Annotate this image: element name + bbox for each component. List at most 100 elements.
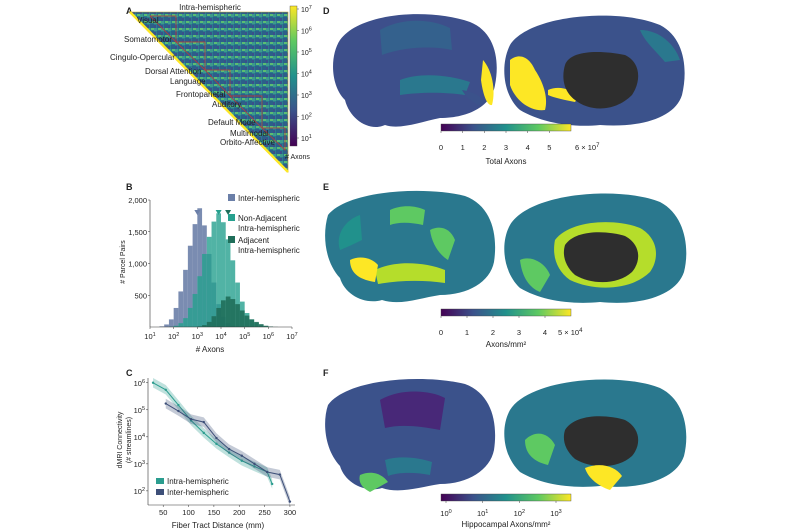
series-point — [227, 447, 231, 451]
network-label-auditory: Auditory — [212, 100, 241, 109]
panel-c-ylabel-1: dMRI Connectivity — [117, 411, 124, 468]
legend-swatch-nonadjacent — [228, 214, 235, 221]
matrix-diagonal — [129, 11, 289, 173]
panel-e-colorbar-label: Axons/mm² — [486, 340, 527, 349]
panel-d-colorbar: 0 1 2 3 4 5 6 × 107 Total Axons — [439, 123, 600, 166]
histogram-bar — [206, 321, 212, 327]
a-cbar-tick-label: 102 — [301, 113, 312, 122]
histogram-bar — [221, 222, 226, 327]
median-marker — [215, 210, 222, 215]
histogram-bar — [258, 324, 264, 327]
d-cbar-tick-label: 4 — [526, 143, 530, 152]
f-cbar-tick-label: 103 — [550, 509, 561, 518]
legend-label-nonadjacent-2: Intra-hemispheric — [238, 224, 300, 233]
histogram-bar — [263, 325, 269, 327]
y-tick-label: 2,000 — [128, 196, 147, 205]
histogram-bar — [173, 307, 179, 327]
panel-e-colorbar-ticks: 0 1 2 3 4 — [439, 316, 547, 337]
y-tick-label: 103 — [134, 460, 145, 469]
d-cbar-tick-label: 1 — [461, 143, 465, 152]
panel-c: C dMRI Connectivity (# streamlines) Fibe… — [117, 368, 296, 530]
network-label-language: Language — [170, 77, 206, 86]
panel-a: A Intra-hemispheric Visual Somatomotor C… — [110, 3, 312, 173]
connectivity-matrix — [129, 11, 289, 173]
d-cbar-tick-label: 2 — [482, 143, 486, 152]
histogram-bar — [216, 213, 221, 327]
a-cbar-tick-label: 105 — [301, 48, 312, 57]
network-label-default-mode: Default Mode — [208, 118, 256, 127]
x-tick-label: 104 — [215, 332, 226, 341]
histogram-bar — [173, 325, 179, 327]
legend-swatch-adjacent — [228, 236, 235, 243]
x-tick-label: 50 — [159, 508, 167, 517]
panel-b: B # Parcel Pairs # Axons 500 1,000 1,500 2,… — [120, 182, 300, 354]
series-point — [215, 442, 218, 446]
histogram-bar — [192, 224, 198, 327]
series-point — [240, 454, 243, 457]
panel-a-colorbar-ticks: 107 106 105 104 103 102 101 — [297, 5, 312, 143]
x-tick-label: 102 — [168, 332, 179, 341]
network-label-cingulo-opercular: Cingulo-Opercular — [110, 53, 175, 62]
histogram-bar — [164, 324, 169, 327]
histogram-bar — [239, 310, 245, 327]
d-cbar-tick-label: 0 — [439, 143, 443, 152]
network-label-orbito-affective: Orbito-Affective — [220, 138, 276, 147]
a-cbar-tick-label: 107 — [301, 5, 312, 14]
panel-a-colorbar: 107 106 105 104 103 102 101 # Axons — [285, 5, 312, 161]
series-point — [177, 403, 180, 407]
series-point — [164, 388, 167, 391]
panel-b-xlabel: # Axons — [196, 345, 224, 354]
panel-b-legend: Inter-hemispheric Non-Adjacent Intra-hem… — [228, 194, 300, 255]
y-tick-label: 1,500 — [128, 228, 147, 237]
a-cbar-tick-label: 101 — [301, 134, 312, 143]
x-tick-label: 105 — [239, 332, 250, 341]
a-cbar-tick-label: 103 — [301, 91, 312, 100]
x-tick-label: 250 — [258, 508, 271, 517]
legend-label-intra: Intra-hemispheric — [167, 477, 229, 486]
panel-c-line-chart: 50 100 150 200 250 300 102 103 104 105 106 — [134, 378, 297, 517]
y-tick-label: 106 — [134, 379, 145, 388]
legend-swatch-inter — [228, 194, 235, 201]
panel-e-letter: E — [323, 182, 329, 192]
series-band — [165, 398, 290, 507]
series-point — [265, 470, 269, 474]
legend-swatch-inter-c — [156, 489, 164, 495]
e-cbar-tick-label: 3 — [517, 328, 521, 337]
panel-b-histogram: 500 1,000 1,500 2,000 101 102 103 104 105 106 107 — [128, 196, 297, 341]
x-tick-label: 107 — [286, 332, 297, 341]
panel-c-legend: Intra-hemispheric Inter-hemispheric — [156, 477, 229, 497]
panel-d-colorbar-multiplier: 6 × 107 — [575, 143, 600, 152]
histogram-bar — [254, 321, 259, 327]
x-tick-label: 103 — [192, 332, 203, 341]
e-cbar-tick-label: 2 — [491, 328, 495, 337]
histogram-bar — [244, 315, 250, 327]
brain-e-medial — [504, 193, 687, 303]
network-label-visual: Visual — [137, 16, 159, 25]
series-point — [278, 473, 281, 476]
histogram-bar — [202, 325, 207, 327]
series-point — [240, 459, 243, 462]
series-point — [253, 465, 256, 468]
legend-label-nonadjacent: Non-Adjacent — [238, 214, 287, 223]
f-cbar-tick-label: 102 — [514, 509, 525, 518]
panel-f-letter: F — [323, 368, 329, 378]
e-cbar-tick-label: 1 — [465, 328, 469, 337]
panel-b-letter: B — [126, 182, 133, 192]
series-point — [288, 500, 292, 503]
panel-c-ylabel-2: (# streamlines) — [126, 417, 133, 463]
panel-f-colorbar-ticks: 100 101 102 103 — [440, 501, 562, 518]
panel-f-colorbar-label: Hippocampal Axons/mm² — [462, 520, 551, 529]
median-marker — [225, 210, 232, 215]
f-cbar-tick-label: 100 — [440, 509, 451, 518]
d-cbar-tick-label: 5 — [547, 143, 551, 152]
x-tick-label: 300 — [284, 508, 297, 517]
series-point — [227, 451, 231, 454]
panel-c-letter: C — [126, 368, 133, 378]
a-cbar-tick-label: 106 — [301, 27, 312, 36]
histogram-bar — [249, 319, 255, 327]
histogram-bar — [206, 236, 212, 327]
median-marker — [194, 210, 201, 215]
panel-b-ylabel: # Parcel Pairs — [120, 240, 127, 284]
y-tick-label: 104 — [134, 433, 145, 442]
histogram-bar — [183, 269, 188, 327]
